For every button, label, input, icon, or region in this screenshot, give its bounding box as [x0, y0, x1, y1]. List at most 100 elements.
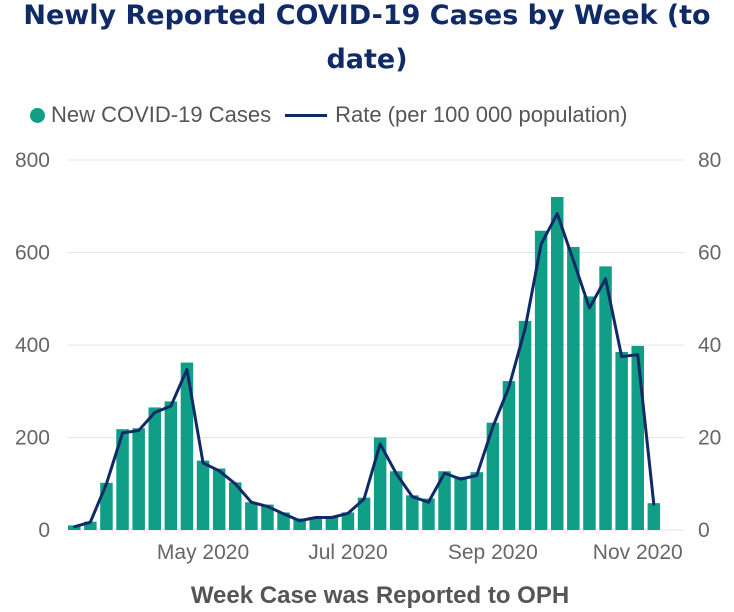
rate-point	[217, 469, 221, 472]
rate-point	[459, 477, 462, 481]
bar	[245, 502, 258, 530]
rate-line	[73, 212, 656, 529]
rate-point	[539, 242, 543, 246]
bar	[599, 266, 612, 530]
bar	[212, 468, 226, 530]
bar	[132, 428, 145, 530]
chart-legend: New COVID-19 Cases Rate (per 100 000 pop…	[30, 100, 627, 130]
y2-tick-label: 60	[698, 242, 721, 265]
rate-point	[556, 212, 559, 215]
bar	[486, 422, 500, 530]
rate-series	[73, 212, 656, 529]
bar	[373, 437, 387, 530]
rate-point	[491, 425, 495, 429]
y2-tick-label: 0	[698, 519, 710, 542]
bar	[502, 381, 516, 530]
y2-tick-label: 20	[698, 427, 721, 450]
bar	[100, 482, 113, 530]
rate-point	[185, 368, 189, 371]
y-axis-right: 0 20 40 60 80	[698, 149, 721, 542]
y2-tick-label: 80	[698, 149, 721, 172]
bar	[406, 495, 419, 530]
bar	[196, 460, 210, 530]
bar	[438, 471, 451, 530]
bar	[422, 498, 435, 530]
bar	[309, 517, 322, 530]
chart-title-line-2: date)	[326, 44, 408, 75]
bar	[180, 362, 194, 530]
rate-point	[507, 385, 511, 389]
rate-point	[475, 474, 478, 477]
x-axis-title: Week Case was Reported to OPH	[191, 582, 569, 609]
bar	[325, 516, 339, 530]
rate-point	[169, 404, 173, 408]
rate-point	[121, 431, 124, 435]
bar	[583, 296, 596, 530]
bar	[551, 197, 564, 530]
rate-point	[604, 277, 607, 281]
legend-rate-marker	[285, 113, 328, 117]
rate-point	[523, 327, 527, 331]
bar	[534, 230, 548, 530]
rate-point	[234, 482, 237, 485]
bar	[277, 512, 290, 530]
rate-point	[588, 306, 591, 310]
rate-point	[137, 429, 140, 432]
bar-series	[68, 197, 661, 530]
y-tick-label: 400	[15, 334, 50, 357]
rate-point	[250, 501, 253, 504]
rate-point	[282, 512, 285, 516]
x-axis: May 2020 Jul 2020 Sep 2020 Nov 2020	[157, 541, 683, 564]
rate-point	[620, 355, 623, 358]
rate-point	[153, 411, 156, 414]
bar	[470, 472, 483, 530]
bar	[164, 401, 178, 530]
rate-point	[636, 353, 639, 356]
y-tick-label: 800	[15, 149, 50, 172]
bar	[341, 512, 355, 530]
x-tick-label: Sep 2020	[448, 541, 538, 564]
bar	[84, 521, 97, 530]
bar	[454, 476, 467, 530]
y-axis-left: 0 200 400 600 800	[15, 149, 50, 542]
bar	[261, 504, 274, 530]
rate-point	[105, 482, 108, 485]
y2-tick-label: 40	[698, 334, 721, 357]
rate-point	[395, 472, 398, 475]
bar	[567, 246, 580, 530]
bar	[631, 345, 644, 530]
rate-point	[362, 497, 366, 501]
rate-point	[330, 516, 334, 519]
chart-title-line-1: Newly Reported COVID-19 Cases by Week (t…	[23, 0, 711, 31]
legend-cases-label: New COVID-19 Cases	[51, 102, 272, 127]
x-tick-label: Jul 2020	[308, 541, 387, 564]
bar	[293, 518, 306, 530]
x-tick-label: Nov 2020	[593, 541, 683, 564]
bar	[615, 351, 628, 530]
rate-point	[73, 525, 76, 528]
bar	[357, 497, 371, 530]
rate-point	[314, 516, 317, 519]
rate-point	[652, 503, 656, 506]
rate-point	[266, 505, 269, 508]
y-tick-label: 200	[15, 427, 50, 450]
rate-point	[411, 495, 414, 498]
rate-point	[298, 519, 301, 522]
y-tick-label: 0	[38, 519, 50, 542]
rate-point	[201, 461, 205, 465]
rate-point	[346, 512, 350, 515]
bar	[647, 503, 661, 530]
bar	[229, 482, 242, 530]
rate-point	[572, 259, 575, 262]
bar	[390, 471, 403, 530]
bar	[148, 407, 161, 530]
rate-point	[443, 471, 446, 475]
legend-cases-marker	[30, 107, 45, 123]
legend-rate-label: Rate (per 100 000 population)	[335, 102, 628, 127]
rate-point	[378, 442, 382, 446]
bar	[116, 429, 129, 530]
rate-point	[427, 501, 430, 504]
bar	[518, 320, 532, 530]
rate-point	[89, 520, 92, 524]
